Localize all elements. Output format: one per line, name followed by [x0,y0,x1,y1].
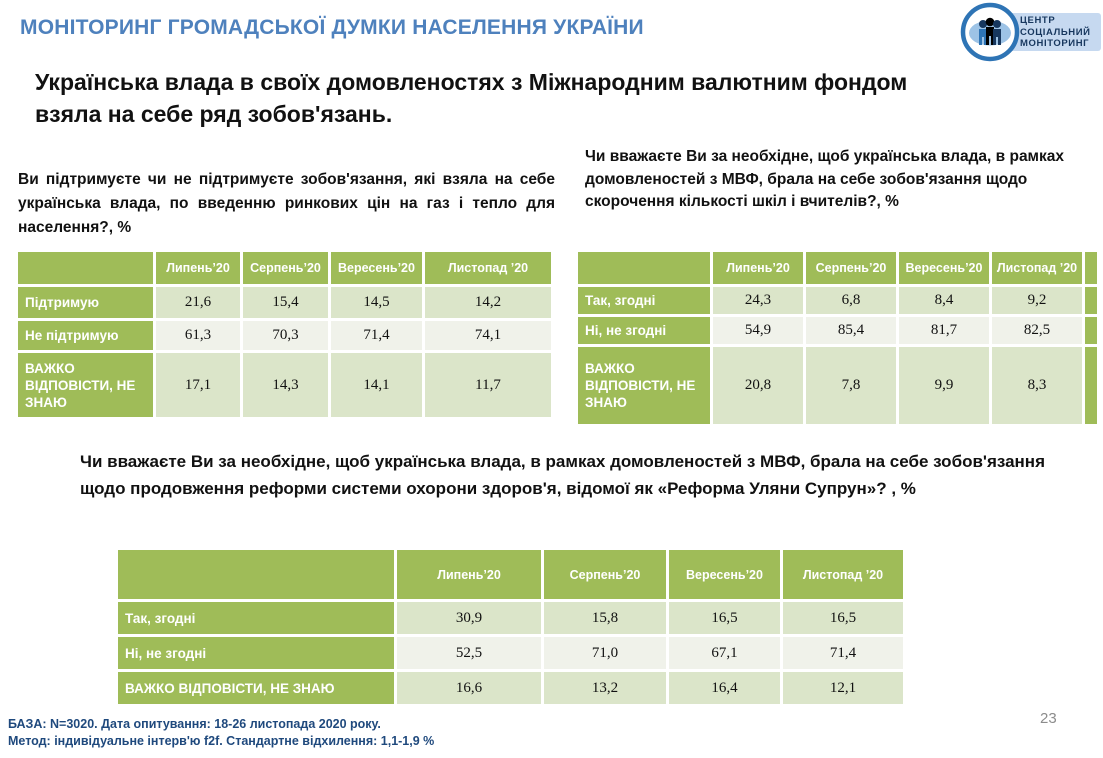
people-in-eye-icon [960,2,1101,62]
value-cell: 13,2 [544,672,666,704]
table-edge-strip [1085,287,1097,314]
question-gas-prices: Ви підтримуєте чи не підтримуєте зобов'я… [18,171,555,236]
value-cell: 24,3 [713,287,803,314]
table-header-row: Липень’20 Серпень’20 Вересень’20 Листопа… [118,550,903,599]
table-header-row: Липень’20 Серпень’20 Вересень’20 Листопа… [18,252,551,284]
value-cell: 14,1 [331,353,422,417]
value-cell: 12,1 [783,672,903,704]
corner-cell [578,252,710,284]
table-edge-strip [1085,252,1097,284]
value-cell: 61,3 [156,321,240,350]
value-cell: 81,7 [899,317,989,344]
table-edge-strip [1085,347,1097,424]
footer-base-info: БАЗА: N=3020. Дата опитування: 18-26 лис… [8,716,708,750]
table-row: Так, згодні 24,3 6,8 8,4 9,2 [578,287,1097,314]
row-label: Ні, не згодні [118,637,394,669]
value-cell: 17,1 [156,353,240,417]
row-label: Не підтримую [18,321,153,350]
value-cell: 7,8 [806,347,896,424]
row-label: ВАЖКО ВІДПОВІСТИ, НЕ ЗНАЮ [118,672,394,704]
value-cell: 30,9 [397,602,541,634]
value-cell: 85,4 [806,317,896,344]
table-row: Підтримую 21,6 15,4 14,5 14,2 [18,287,551,318]
org-logo-text: ЦЕНТР СОЦІАЛЬНИЙ МОНІТОРИНГ [1020,15,1091,50]
value-cell: 11,7 [425,353,551,417]
table-row: Не підтримую 61,3 70,3 71,4 74,1 [18,321,551,350]
corner-cell [18,252,153,284]
value-cell: 71,4 [783,637,903,669]
value-cell: 54,9 [713,317,803,344]
value-cell: 9,9 [899,347,989,424]
row-label: ВАЖКО ВІДПОВІСТИ, НЕ ЗНАЮ [578,347,710,424]
value-cell: 14,3 [243,353,328,417]
page-number: 23 [1040,710,1057,727]
row-label: ВАЖКО ВІДПОВІСТИ, НЕ ЗНАЮ [18,353,153,417]
value-cell: 14,5 [331,287,422,318]
value-cell: 71,4 [331,321,422,350]
value-cell: 16,5 [669,602,780,634]
footer-line-2: Метод: індивідуальне інтерв'ю f2f. Станд… [8,734,435,748]
month-header-cell: Серпень’20 [806,252,896,284]
table-row: ВАЖКО ВІДПОВІСТИ, НЕ ЗНАЮ 17,1 14,3 14,1… [18,353,551,417]
logo-line-3: МОНІТОРИНГ [1020,38,1090,49]
footer-line-1: БАЗА: N=3020. Дата опитування: 18-26 лис… [8,717,381,731]
value-cell: 70,3 [243,321,328,350]
row-label: Підтримую [18,287,153,318]
question-health-reform: Чи вважаєте Ви за необхідне, щоб українс… [80,452,1045,498]
value-cell: 16,4 [669,672,780,704]
table-edge-strip [1085,317,1097,344]
value-cell: 8,4 [899,287,989,314]
org-logo: ЦЕНТР СОЦІАЛЬНИЙ МОНІТОРИНГ [938,2,1103,66]
row-label: Так, згодні [578,287,710,314]
value-cell: 15,8 [544,602,666,634]
value-cell: 8,3 [992,347,1082,424]
value-cell: 74,1 [425,321,551,350]
month-header-cell: Липень’20 [397,550,541,599]
month-header-cell: Листопад ’20 [425,252,551,284]
value-cell: 71,0 [544,637,666,669]
corner-cell [118,550,394,599]
value-cell: 15,4 [243,287,328,318]
value-cell: 16,5 [783,602,903,634]
table-row: Ні, не згодні 54,9 85,4 81,7 82,5 [578,317,1097,344]
value-cell: 6,8 [806,287,896,314]
row-label: Ні, не згодні [578,317,710,344]
survey-table-health-reform: Липень’20 Серпень’20 Вересень’20 Листопа… [115,547,906,707]
row-label: Так, згодні [118,602,394,634]
month-header-cell: Вересень’20 [899,252,989,284]
month-header-cell: Листопад ’20 [992,252,1082,284]
month-header-cell: Листопад ’20 [783,550,903,599]
value-cell: 14,2 [425,287,551,318]
month-header-cell: Серпень’20 [243,252,328,284]
table-row: Ні, не згодні 52,5 71,0 67,1 71,4 [118,637,903,669]
table-header-row: Липень’20 Серпень’20 Вересень’20 Листопа… [578,252,1097,284]
month-header-cell: Серпень’20 [544,550,666,599]
question-schools: Чи вважаєте Ви за необхідне, щоб українс… [585,148,1065,210]
value-cell: 52,5 [397,637,541,669]
value-cell: 67,1 [669,637,780,669]
report-header: МОНІТОРИНГ ГРОМАДСЬКОЇ ДУМКИ НАСЕЛЕННЯ У… [20,16,644,39]
value-cell: 82,5 [992,317,1082,344]
value-cell: 21,6 [156,287,240,318]
survey-table-schools: Липень’20 Серпень’20 Вересень’20 Листопа… [575,249,1100,427]
value-cell: 9,2 [992,287,1082,314]
logo-line-1: ЦЕНТР [1020,15,1056,26]
slide-title: Українська влада в своїх домовленостях з… [35,69,908,127]
table-row: ВАЖКО ВІДПОВІСТИ, НЕ ЗНАЮ 20,8 7,8 9,9 8… [578,347,1097,424]
table-row: ВАЖКО ВІДПОВІСТИ, НЕ ЗНАЮ 16,6 13,2 16,4… [118,672,903,704]
month-header-cell: Липень’20 [156,252,240,284]
value-cell: 20,8 [713,347,803,424]
table-row: Так, згодні 30,9 15,8 16,5 16,5 [118,602,903,634]
month-header-cell: Вересень’20 [331,252,422,284]
survey-table-gas-prices: Липень’20 Серпень’20 Вересень’20 Листопа… [15,249,554,420]
logo-line-2: СОЦІАЛЬНИЙ [1020,26,1091,38]
month-header-cell: Липень’20 [713,252,803,284]
value-cell: 16,6 [397,672,541,704]
month-header-cell: Вересень’20 [669,550,780,599]
